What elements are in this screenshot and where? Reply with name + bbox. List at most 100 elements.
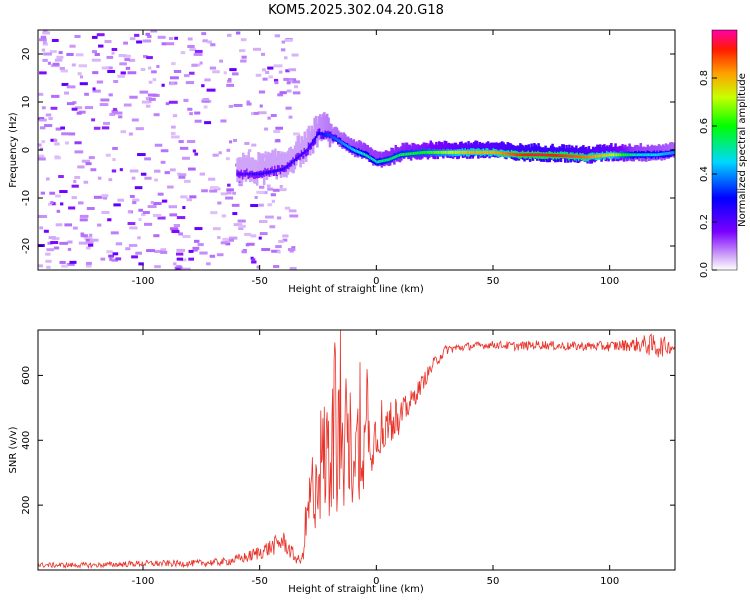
spectrogram-cell <box>289 267 297 270</box>
spectrogram-y-axis-label: Frequency (Hz) <box>8 112 19 188</box>
spectrogram-cell <box>386 158 389 162</box>
spectrogram-cell <box>524 153 528 157</box>
spectrogram-cell <box>575 155 578 158</box>
spectrogram-cell <box>493 151 497 154</box>
spectrogram-cell <box>150 30 158 33</box>
spectrogram-cell <box>117 74 125 78</box>
spectrogram-cell <box>499 142 503 157</box>
spectrogram-cell <box>292 160 295 163</box>
spectrogram-cell <box>41 106 46 110</box>
spectrogram-cell <box>287 248 296 252</box>
spectrogram-cell <box>140 67 146 71</box>
spectrogram-cell <box>108 178 113 182</box>
spectrogram-cell <box>489 150 493 154</box>
spectrogram-cell <box>161 42 167 46</box>
spectrogram-cell <box>124 58 131 62</box>
spectrogram-cell <box>85 246 91 250</box>
spectrogram-cell <box>367 155 371 159</box>
spectrogram-cell <box>254 172 258 176</box>
spectrogram-cell <box>281 40 286 44</box>
snr-x-tick-label: -100 <box>132 576 155 587</box>
spectrogram-cell <box>449 150 452 154</box>
spectrogram-cell <box>601 154 605 158</box>
spectrogram-cell <box>668 151 672 155</box>
spectrogram-x-tick-label: 0 <box>373 276 379 287</box>
spectrogram-cell <box>80 232 85 236</box>
spectrogram-cell <box>115 257 122 261</box>
spectrogram-cell <box>113 203 121 207</box>
spectrogram-cell <box>46 177 50 181</box>
spectrogram-cell <box>268 75 273 79</box>
spectrogram-cell <box>259 185 265 189</box>
spectrogram-cell <box>72 226 78 230</box>
spectrogram-cell <box>101 126 110 130</box>
spectrogram-cell <box>237 172 241 176</box>
spectrogram-cell <box>50 201 54 205</box>
spectrogram-cell <box>594 154 598 158</box>
spectrogram-cell <box>519 143 522 158</box>
spectrogram-cell <box>202 39 208 43</box>
spectrogram-cell <box>673 151 675 155</box>
spectrogram-cell <box>477 150 480 154</box>
spectrogram-cell <box>232 138 238 142</box>
spectrogram-cell <box>232 212 238 216</box>
spectrogram-cell <box>237 219 246 223</box>
spectrogram-cell <box>45 252 51 256</box>
spectrogram-cell <box>235 31 241 35</box>
spectrogram-cell <box>612 153 616 157</box>
spectrogram-cell <box>251 258 256 262</box>
spectrogram-cell <box>38 264 44 268</box>
spectrogram-cell <box>288 147 291 172</box>
spectrogram-cell <box>157 216 166 220</box>
spectrogram-cell <box>363 152 367 156</box>
spectrogram-cell <box>209 66 217 70</box>
spectrogram-cell <box>147 34 152 38</box>
spectrogram-cell <box>111 48 118 52</box>
spectrogram-cell <box>55 223 63 227</box>
snr-y-axis-label: SNR (v/v) <box>8 426 19 473</box>
spectrogram-cell <box>247 149 252 153</box>
spectrogram-cell <box>101 66 109 70</box>
spectrogram-cell <box>541 153 545 157</box>
spectrogram-cell <box>255 172 259 176</box>
spectrogram-cell <box>414 151 417 155</box>
spectrogram-cell <box>238 183 243 187</box>
spectrogram-cell <box>491 150 494 154</box>
spectrogram-cell <box>377 160 381 164</box>
spectrogram-cell <box>51 38 59 42</box>
spectrogram-cell <box>328 133 332 137</box>
spectrogram-cell <box>467 150 470 154</box>
spectrogram-cell <box>80 234 88 238</box>
spectrogram-cell <box>282 167 286 171</box>
spectrogram-cell <box>642 153 645 157</box>
spectrogram-cell <box>148 66 152 70</box>
spectrogram-cell <box>422 151 426 154</box>
spectrogram-cell <box>285 69 290 73</box>
spectrogram-cell <box>152 78 157 82</box>
spectrogram-cell <box>303 131 307 156</box>
snr-y-axis: 200 400 600 <box>21 366 675 515</box>
spectrogram-cell <box>337 130 340 145</box>
spectrogram-cell <box>238 224 246 228</box>
spectrogram-cell <box>226 83 235 87</box>
spectrogram-cell <box>362 152 365 156</box>
spectrogram-cell <box>598 144 602 159</box>
spectrogram-cell <box>625 153 629 157</box>
spectrogram-cell <box>146 100 152 104</box>
spectrogram-cell <box>60 69 69 73</box>
spectrogram-cell <box>664 143 668 158</box>
spectrogram-cell <box>639 143 643 158</box>
spectrogram-cell <box>313 138 316 142</box>
spectrogram-cell <box>141 100 150 104</box>
spectrogram-cell <box>46 265 51 269</box>
spectrogram-cell <box>397 154 400 158</box>
spectrogram-cell <box>436 150 440 154</box>
spectrogram-cell <box>123 41 128 45</box>
spectrogram-cell <box>288 163 291 167</box>
spectrogram-cell <box>520 153 524 157</box>
spectrogram-cell <box>59 260 66 264</box>
spectrogram-cell <box>288 209 297 213</box>
spectrogram-cell <box>152 213 162 217</box>
spectrogram-cell <box>96 80 104 84</box>
spectrogram-cell <box>629 153 633 157</box>
